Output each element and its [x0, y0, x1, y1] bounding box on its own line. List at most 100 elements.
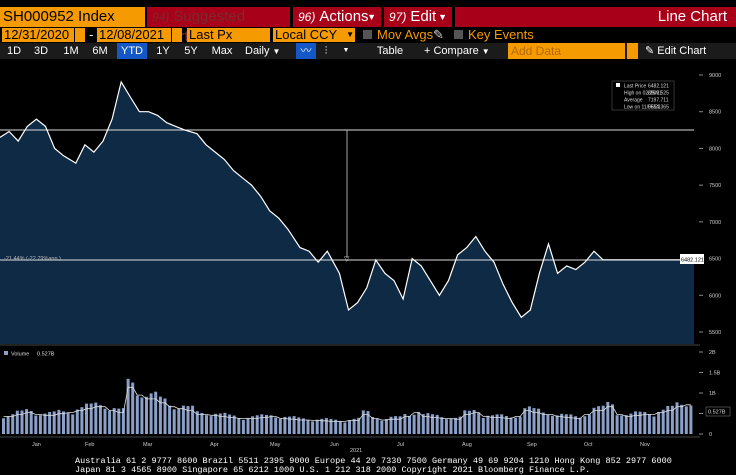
- volume-tag: [705, 406, 731, 417]
- volume-bar: [80, 407, 84, 434]
- volume-bar: [440, 417, 444, 434]
- volume-bar: [472, 410, 476, 434]
- volume-bar: [564, 414, 568, 434]
- volume-bar: [403, 414, 407, 434]
- price-area-fill: [0, 81, 694, 345]
- volume-bar: [537, 408, 541, 434]
- volume-bar: [71, 414, 75, 434]
- chevron-down-icon: ▼: [481, 47, 490, 56]
- compare-button[interactable]: + Compare ▼: [420, 43, 506, 59]
- volume-bar: [205, 415, 208, 434]
- volume-bar: [684, 406, 688, 434]
- volume-bar: [624, 415, 628, 434]
- volume-label: Volume: [11, 352, 29, 358]
- end-date-field[interactable]: 12/08/2021: [97, 28, 171, 42]
- volume-bar: [661, 409, 665, 434]
- volume-bar: [181, 405, 185, 434]
- volume-bar: [527, 406, 531, 434]
- bar-type-icon[interactable]: ⫶: [324, 45, 328, 57]
- range-3d[interactable]: 3D: [33, 45, 49, 57]
- price-tick-label-6: 6000: [709, 293, 721, 299]
- volume-bar: [477, 412, 481, 434]
- volume-bar: [94, 402, 98, 434]
- volume-bar: [301, 418, 305, 434]
- volume-value: 0.527B: [37, 352, 55, 358]
- month-label-apr: Apr: [210, 442, 219, 448]
- volume-bar: [29, 411, 33, 434]
- volume-bar: [643, 412, 647, 434]
- volume-bar: [560, 413, 564, 434]
- range-6m[interactable]: 6M: [92, 45, 108, 57]
- volume-bar: [75, 409, 79, 434]
- volume-bar: [500, 414, 504, 434]
- pencil-icon[interactable]: ✎: [433, 27, 444, 42]
- volume-bar: [597, 406, 601, 434]
- table-button[interactable]: Table: [376, 45, 404, 57]
- range-1m[interactable]: 1M: [63, 45, 79, 57]
- volume-bar: [52, 411, 56, 434]
- start-date-field[interactable]: 12/31/2020: [2, 28, 74, 42]
- mov-avgs-label[interactable]: Mov Avgs: [377, 27, 434, 42]
- volume-bar: [587, 414, 591, 434]
- volume-bar: [274, 417, 278, 434]
- footer-copyright: Japan 81 3 4565 8900 Singapore 65 6212 1…: [75, 465, 591, 475]
- volume-bars: [2, 378, 693, 434]
- chart-type-label: Line Chart: [657, 8, 727, 25]
- volume-bar: [237, 418, 241, 434]
- volume-bar: [647, 414, 651, 434]
- volume-bar: [551, 415, 554, 434]
- volume-bar: [449, 418, 453, 434]
- price-field-select[interactable]: Last Px: [187, 28, 270, 42]
- range-1y[interactable]: 1Y: [156, 45, 170, 57]
- volume-bar: [638, 411, 642, 434]
- volume-bar: [412, 414, 416, 434]
- volume-bar: [389, 416, 393, 434]
- volume-bar: [675, 402, 679, 434]
- line-chart-icon[interactable]: 〰: [296, 43, 316, 59]
- volume-bar: [555, 415, 559, 434]
- actions-num: 96): [298, 10, 316, 24]
- range-1d[interactable]: 1D: [6, 45, 22, 57]
- add-data-input[interactable]: Add Data: [508, 43, 625, 59]
- suggested-charts-button[interactable]: 94)Suggested Charts: [147, 7, 290, 45]
- volume-bar: [454, 417, 458, 434]
- volume-bar: [491, 415, 494, 434]
- volume-bar: [569, 414, 573, 434]
- volume-bar: [615, 415, 619, 434]
- volume-bar: [408, 416, 411, 434]
- volume-bar: [578, 417, 582, 434]
- volume-bar: [334, 419, 338, 434]
- currency-select[interactable]: Local CCY ▼: [273, 28, 355, 42]
- volume-bar: [297, 417, 301, 434]
- range-ytd[interactable]: YTD: [117, 43, 147, 59]
- key-events-label[interactable]: Key Events: [468, 27, 534, 42]
- volume-bar: [158, 396, 162, 434]
- calendar-icon[interactable]: [172, 28, 182, 42]
- calendar-icon[interactable]: [75, 28, 85, 42]
- edit-chart-button[interactable]: ✎ Edit Chart: [645, 43, 735, 59]
- price-field-label: Last Px: [189, 27, 233, 42]
- legend-low-value: 5654.365: [648, 105, 669, 111]
- ticker-field[interactable]: SH000952 Index: [0, 7, 145, 27]
- chevron-down-icon: ▼: [272, 47, 281, 56]
- price-volume-chart[interactable]: ▽ -21.44% (-22.79%ann.) 9000 8500 8000 7500…: [0, 59, 736, 469]
- volume-swatch: [4, 351, 8, 355]
- range-max[interactable]: Max: [211, 45, 233, 57]
- actions-button[interactable]: 96) Actions ▼: [293, 7, 381, 27]
- volume-bar: [108, 410, 112, 434]
- volume-bar: [523, 408, 527, 434]
- volume-bar: [601, 405, 605, 434]
- key-events-checkbox[interactable]: [454, 30, 463, 39]
- add-data-handle[interactable]: [627, 43, 638, 59]
- chevron-down-icon[interactable]: ▼: [342, 47, 350, 54]
- volume-bar: [329, 419, 333, 434]
- volume-bar: [634, 411, 637, 434]
- volume-bar: [11, 414, 15, 434]
- month-label-feb: Feb: [85, 442, 94, 448]
- chevron-down-icon: ▼: [346, 30, 354, 39]
- range-5y[interactable]: 5Y: [184, 45, 198, 57]
- mov-avgs-checkbox[interactable]: [363, 30, 372, 39]
- period-select[interactable]: Daily ▼: [241, 43, 297, 59]
- settings-bar: 12/31/2020 - 12/08/2021 Last Px Local CC…: [0, 27, 736, 43]
- edit-button[interactable]: 97) Edit ▼: [384, 7, 452, 27]
